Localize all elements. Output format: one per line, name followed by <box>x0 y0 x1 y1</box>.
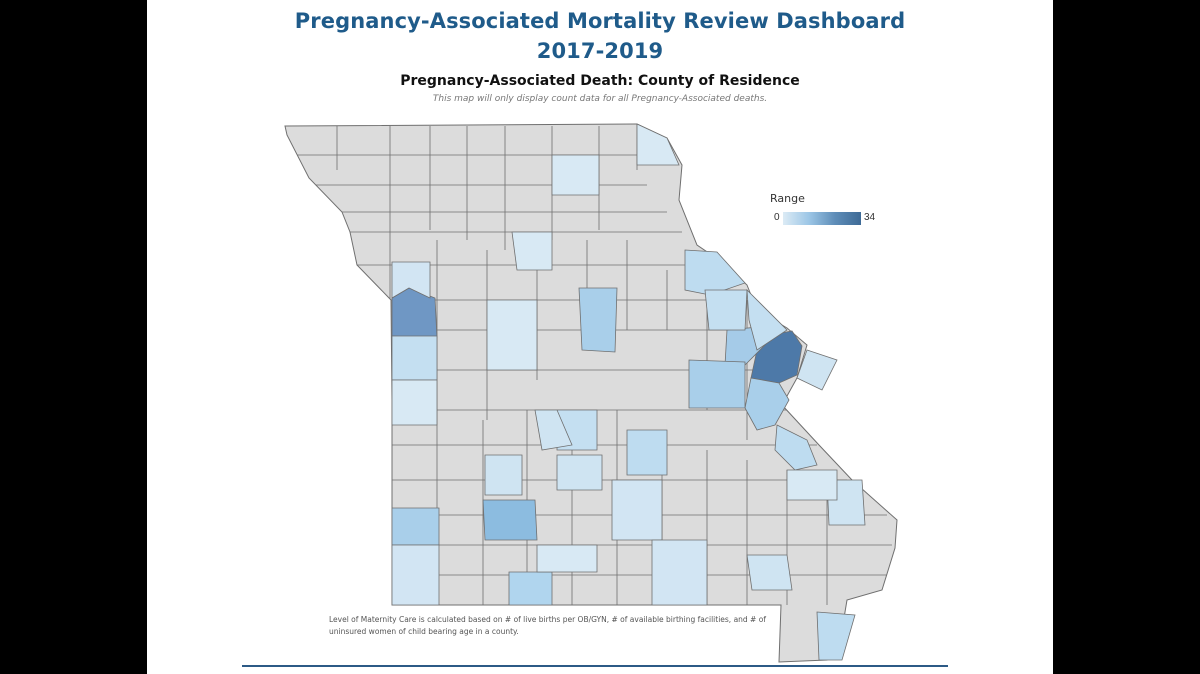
county-mo-west-1 <box>391 379 438 426</box>
county-cass <box>391 335 438 381</box>
map-subtitle: Pregnancy-Associated Death: County of Re… <box>400 73 800 89</box>
missouri-county-map[interactable] <box>147 0 1053 674</box>
county-mo-north-2 <box>551 154 600 196</box>
county-mo-south-1 <box>536 544 598 573</box>
county-miller-camden <box>534 409 573 451</box>
county-greene <box>482 499 538 541</box>
missouri-state-shape <box>284 123 898 663</box>
county-mo-southeast-1 <box>611 479 663 541</box>
county-butler <box>746 554 793 591</box>
map-note: This map will only display count data fo… <box>432 94 768 104</box>
county-pulaski <box>626 429 668 476</box>
county-mo-southeast-2 <box>786 469 838 501</box>
legend-max-label: 34 <box>864 212 876 223</box>
maternity-care-footnote: Level of Maternity Care is calculated ba… <box>329 615 766 636</box>
county-jasper <box>391 507 440 546</box>
legend-min-label: 0 <box>774 212 780 223</box>
county-mo-east-2 <box>796 349 838 391</box>
county-dallas <box>484 454 523 496</box>
county-st-francois <box>774 424 818 471</box>
county-laclede <box>556 454 603 491</box>
dashboard-page: Pregnancy-Associated Mortality Review Da… <box>147 0 1053 674</box>
county-mo-east-1 <box>746 288 788 351</box>
legend-color-ramp <box>783 212 861 225</box>
county-mo-central <box>486 299 538 371</box>
county-mo-south-2 <box>391 544 440 606</box>
county-boone <box>578 287 618 353</box>
shaded-counties[interactable] <box>391 123 866 661</box>
county-mo-north-1 <box>511 231 553 271</box>
county-pike-region <box>704 289 748 331</box>
dashboard-years: 2017-2019 <box>536 39 664 63</box>
county-mo-southeast-3 <box>651 539 708 606</box>
county-buchanan <box>391 261 431 299</box>
county-lincoln <box>684 249 746 296</box>
county-dunklin <box>816 611 856 661</box>
dashboard-title: Pregnancy-Associated Mortality Review Da… <box>294 9 906 33</box>
legend-title: Range <box>770 192 805 205</box>
county-franklin <box>688 359 746 409</box>
county-taney <box>508 571 553 606</box>
county-mo-north-3 <box>636 123 680 166</box>
bottom-divider <box>242 665 948 667</box>
